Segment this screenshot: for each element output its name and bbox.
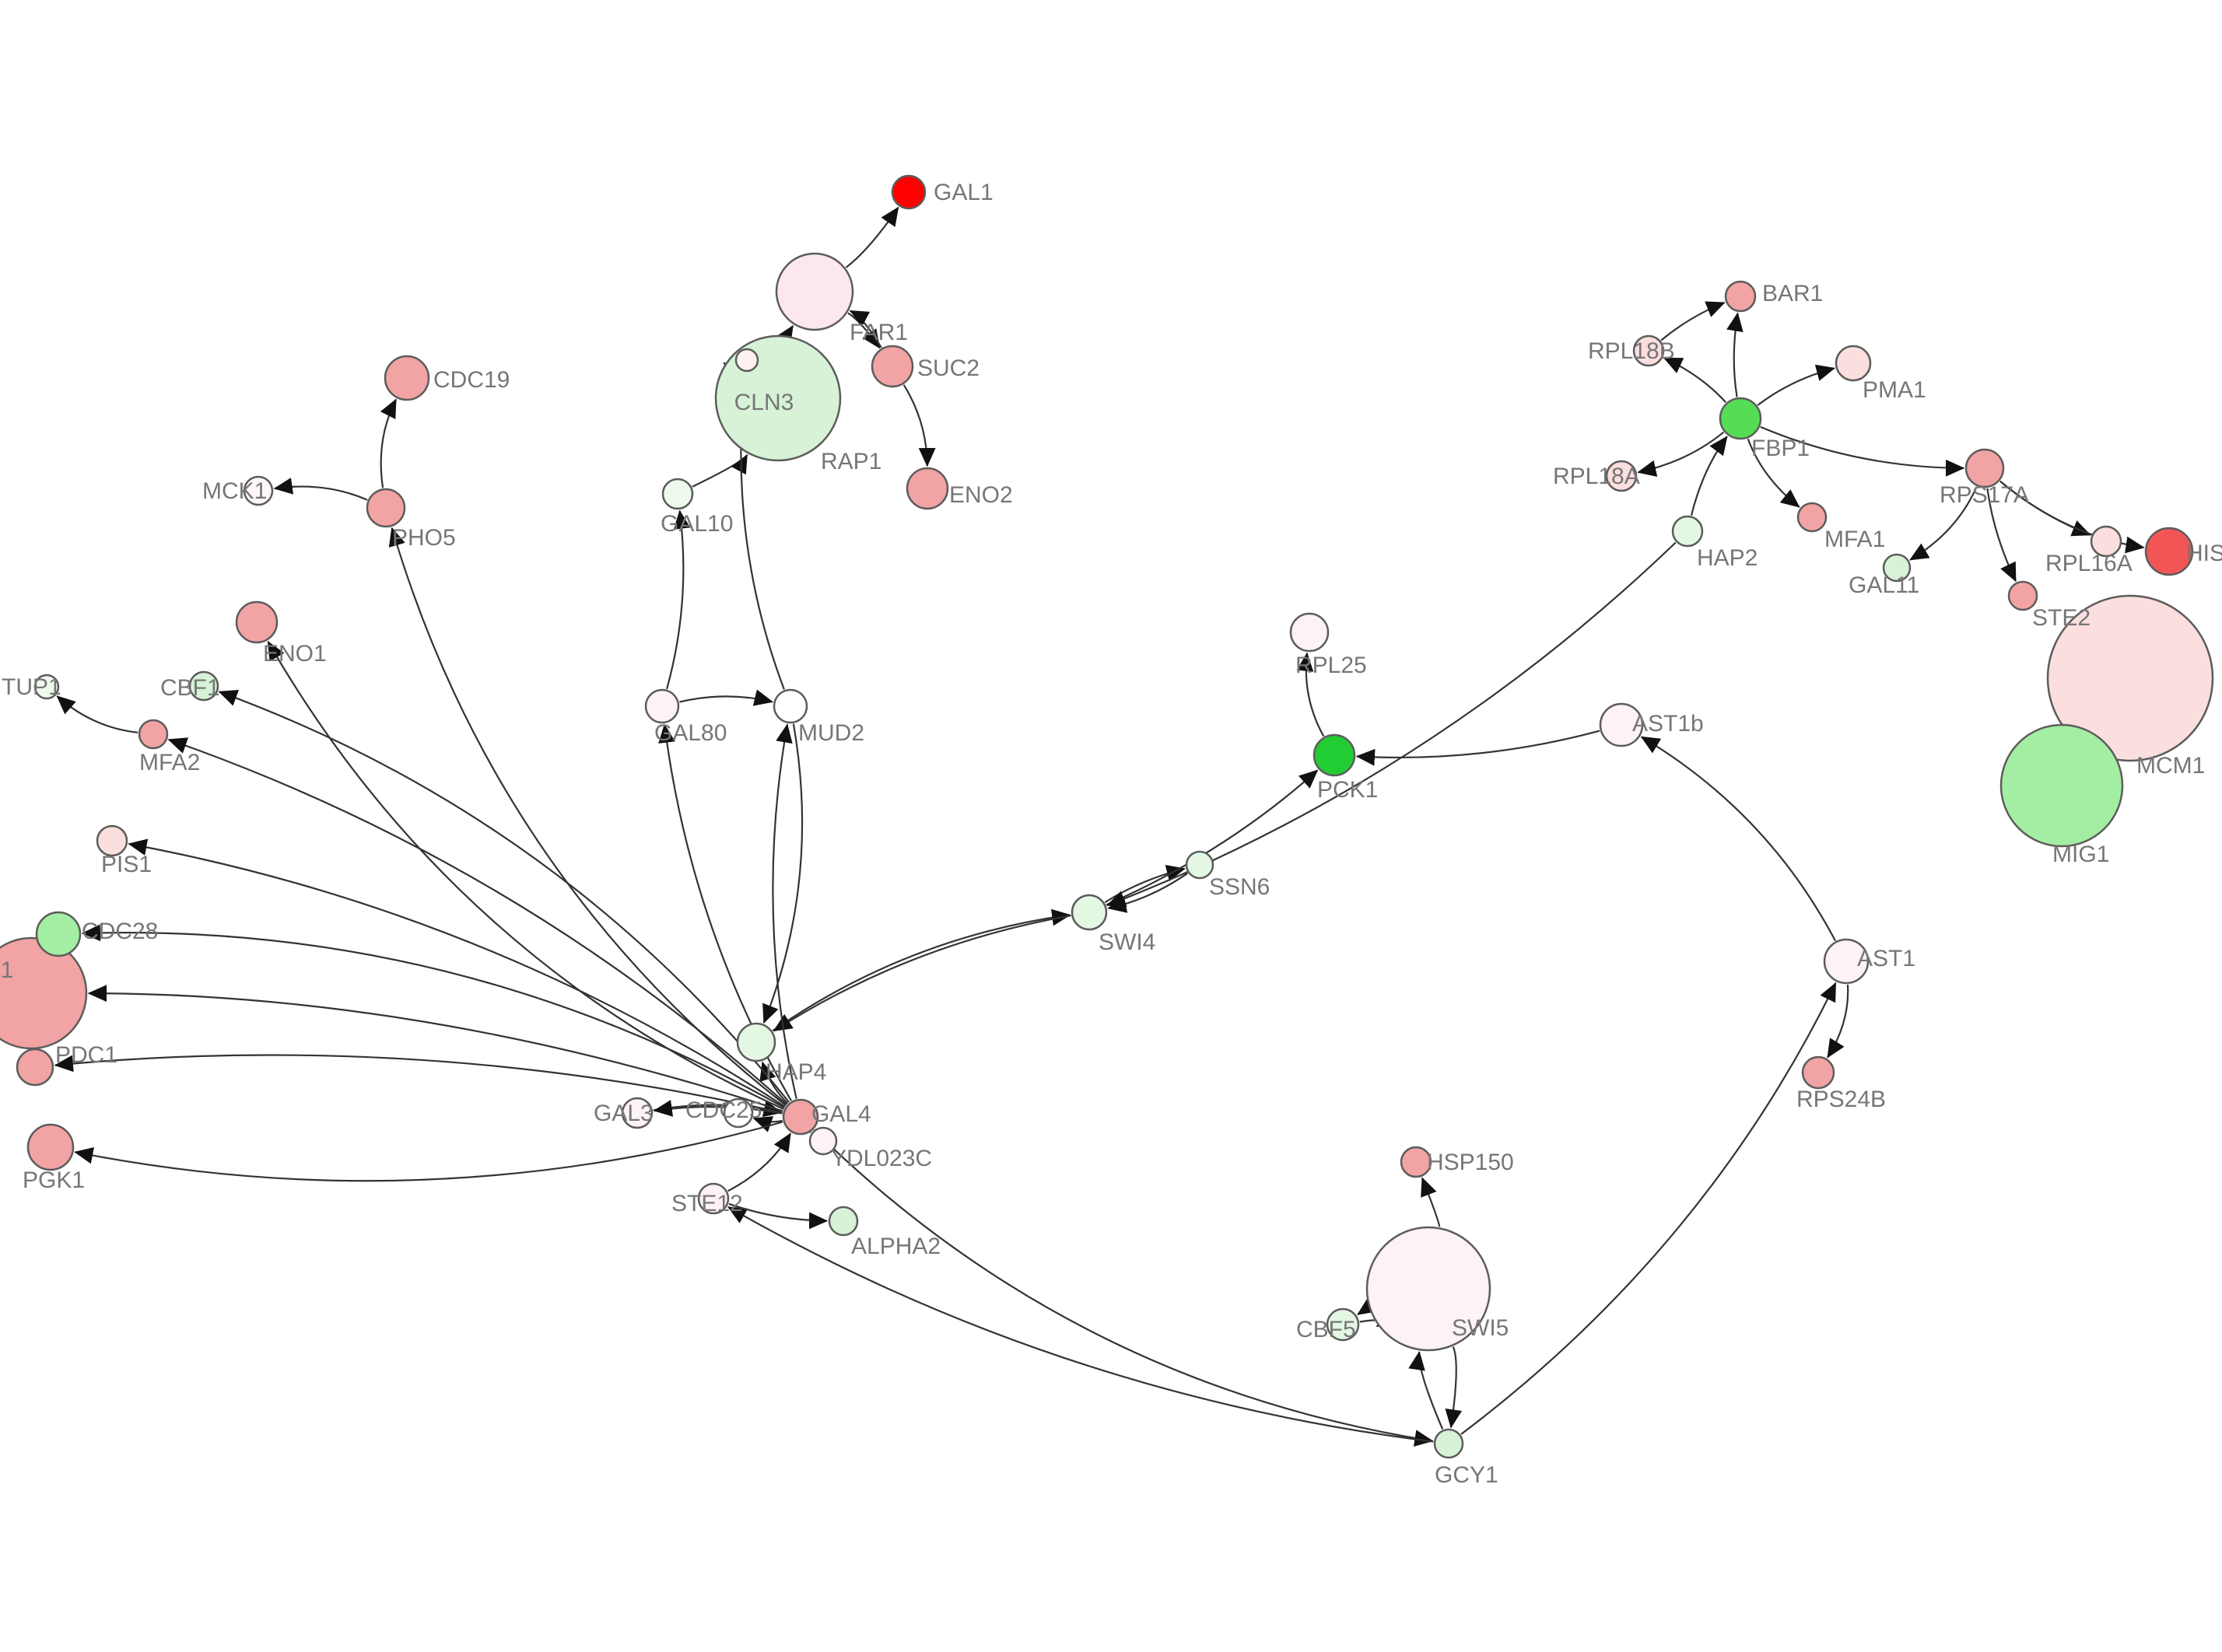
svg-text:MFA2: MFA2 (139, 750, 200, 775)
svg-text:HIS4: HIS4 (2186, 541, 2222, 566)
svg-text:CLN3: CLN3 (734, 390, 794, 415)
svg-text:CBF1: CBF1 (160, 675, 220, 701)
svg-text:PGK1: PGK1 (23, 1167, 85, 1193)
svg-text:HSP150: HSP150 (1427, 1150, 1514, 1175)
svg-text:HAP4: HAP4 (766, 1059, 826, 1085)
svg-text:FAS1: FAS1 (0, 957, 13, 983)
svg-text:AST1b: AST1b (1632, 711, 1704, 737)
svg-text:CDC19: CDC19 (433, 367, 510, 393)
svg-text:STE2: STE2 (2032, 605, 2091, 631)
svg-text:SWI4: SWI4 (1099, 929, 1155, 955)
svg-text:ENO1: ENO1 (263, 641, 327, 667)
svg-text:RAP1: RAP1 (821, 449, 881, 474)
svg-text:GAL80: GAL80 (654, 720, 727, 746)
svg-text:GAL4: GAL4 (811, 1101, 871, 1127)
svg-text:SWI5: SWI5 (1452, 1315, 1509, 1341)
svg-text:RPL18A: RPL18A (1553, 464, 1640, 489)
svg-text:FBP1: FBP1 (1751, 436, 1810, 461)
svg-text:STE12: STE12 (671, 1191, 743, 1216)
svg-text:GCY1: GCY1 (1435, 1462, 1498, 1488)
svg-text:HAP2: HAP2 (1697, 545, 1758, 571)
svg-text:CDC25: CDC25 (685, 1097, 762, 1123)
svg-text:RPL25: RPL25 (1295, 653, 1367, 678)
svg-text:SUC2: SUC2 (917, 355, 980, 381)
svg-text:AST1: AST1 (1857, 946, 1915, 971)
svg-text:CDC28: CDC28 (82, 919, 158, 944)
svg-text:MUD2: MUD2 (798, 720, 864, 746)
svg-text:YDL023C: YDL023C (831, 1146, 932, 1171)
svg-text:PDC1: PDC1 (55, 1042, 117, 1068)
svg-text:FAR1: FAR1 (850, 320, 908, 345)
svg-text:RPS24B: RPS24B (1796, 1087, 1886, 1112)
svg-text:ALPHA2: ALPHA2 (851, 1234, 941, 1259)
svg-text:MFA1: MFA1 (1824, 527, 1885, 552)
svg-text:PMA1: PMA1 (1863, 377, 1926, 403)
svg-text:GAL1: GAL1 (934, 180, 994, 205)
svg-text:MIG1: MIG1 (2052, 842, 2109, 867)
svg-text:RPL18B: RPL18B (1588, 338, 1675, 364)
svg-text:RPL16A: RPL16A (2045, 551, 2133, 576)
svg-text:CBF5: CBF5 (1296, 1317, 1356, 1342)
svg-text:RPS17A: RPS17A (1940, 482, 2029, 508)
svg-text:GAL10: GAL10 (661, 511, 733, 537)
svg-text:ENO2: ENO2 (949, 482, 1013, 508)
svg-text:GAL11: GAL11 (1849, 572, 1919, 598)
svg-text:PHO5: PHO5 (392, 525, 456, 551)
svg-text:TUP1: TUP1 (2, 674, 61, 700)
svg-text:MCK1: MCK1 (202, 478, 267, 504)
svg-text:SSN6: SSN6 (1209, 874, 1270, 900)
svg-text:PCK1: PCK1 (1317, 777, 1378, 803)
svg-text:MCM1: MCM1 (2136, 753, 2205, 779)
svg-text:PIS1: PIS1 (101, 852, 152, 877)
svg-text:BAR1: BAR1 (1762, 281, 1823, 306)
svg-text:GAL3: GAL3 (594, 1101, 654, 1126)
